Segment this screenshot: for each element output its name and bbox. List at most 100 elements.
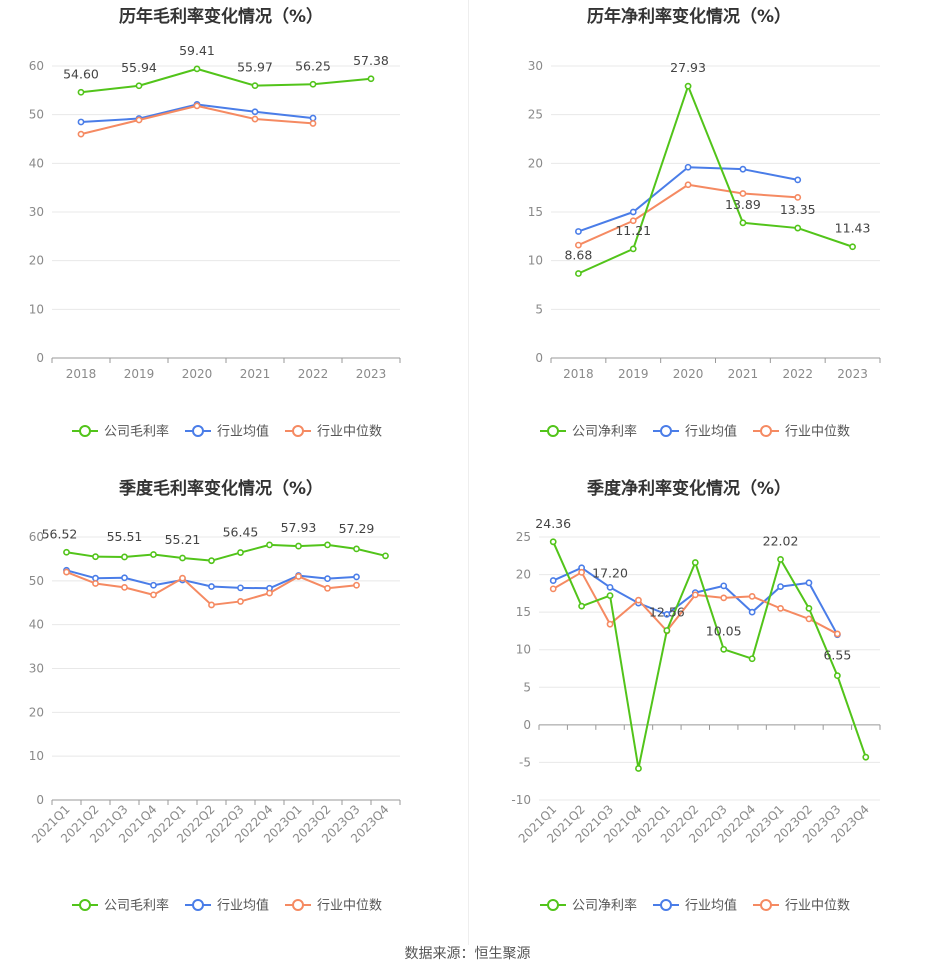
- data-point-company: [684, 82, 692, 90]
- legend-swatch-marker: [660, 899, 672, 911]
- data-point-industry_avg: [150, 581, 157, 589]
- panel-divider: [468, 0, 469, 945]
- data-label: 13.35: [780, 202, 816, 217]
- data-label: 24.36: [535, 516, 571, 531]
- legend-label: 行业中位数: [317, 425, 382, 440]
- data-source-note: 数据来源：恒生聚源: [404, 946, 531, 962]
- data-point-company: [266, 541, 273, 549]
- y-tick-label: 0: [535, 351, 543, 365]
- data-point-industry_median: [748, 592, 756, 600]
- legend-label: 行业中位数: [317, 899, 382, 914]
- legend-swatch-marker: [760, 425, 772, 437]
- annual-net-margin-chart: 历年净利率变化情况（%） 0 5 10 15 20 25 30 2018 2019 2020 2021…: [468, 0, 935, 472]
- data-point-industry_median: [720, 594, 728, 602]
- data-label: 55.21: [165, 532, 201, 547]
- legend-swatch-marker: [547, 899, 559, 911]
- legend-swatch-marker: [292, 425, 304, 437]
- data-label: 12.56: [649, 604, 685, 619]
- data-point-industry_avg: [251, 108, 259, 116]
- x-tick-label: 2020: [182, 367, 213, 381]
- x-tick-label: 2019: [618, 367, 649, 381]
- legend-label: 公司净利率: [572, 424, 637, 440]
- annual-gross-margin-chart: 历年毛利率变化情况（%） 0 10 20 30 40 50 60 2018 2019 2020 202…: [0, 0, 467, 472]
- data-point-industry_median: [237, 598, 244, 605]
- data-point-industry_avg: [805, 579, 813, 587]
- x-tick-label: 2023: [837, 367, 868, 381]
- data-point-company: [367, 75, 375, 83]
- data-point-industry_avg: [720, 582, 728, 590]
- x-tick-label: 2020: [673, 367, 704, 381]
- data-point-company: [237, 549, 244, 556]
- legend-label: 行业中位数: [785, 425, 850, 440]
- y-tick-label: 5: [523, 680, 531, 694]
- legend-swatch-marker: [79, 899, 91, 911]
- y-tick-label: 0: [36, 351, 44, 365]
- data-point-company: [833, 672, 841, 680]
- data-point-company: [635, 765, 642, 772]
- x-tick-label: 2019: [124, 367, 155, 381]
- data-point-company: [92, 553, 99, 561]
- data-point-company: [629, 245, 637, 253]
- quarterly-net-margin-chart: 季度净利率变化情况（%） -10 -5 0 5 10 15 20 25 2021Q1 2021Q2 2…: [468, 472, 935, 944]
- quarterly-gross-margin-chart: 季度毛利率变化情况（%） 0 10 20 30 40 50 60 2021Q1 2021Q2 202…: [0, 472, 467, 944]
- series-line-industry_median: [578, 183, 798, 247]
- data-point-industry_median: [629, 217, 637, 225]
- series-line-industry_median: [552, 571, 838, 635]
- y-tick-label: 60: [29, 530, 44, 544]
- data-label: 17.20: [592, 566, 628, 581]
- quarterly-gross-margin-svg: 季度毛利率变化情况（%）01020304050602021Q12021Q2202…: [29, 478, 401, 914]
- data-point-company: [720, 645, 728, 653]
- data-point-industry_avg: [739, 165, 747, 173]
- data-label: 57.93: [281, 520, 317, 535]
- data-point-industry_median: [777, 604, 784, 612]
- data-label: 55.94: [121, 60, 157, 75]
- legend-swatch-marker: [79, 425, 91, 437]
- chart-title: 历年净利率变化情况（%）: [587, 6, 791, 27]
- data-point-industry_median: [150, 591, 157, 599]
- data-point-industry_avg: [92, 574, 99, 582]
- data-point-industry_median: [266, 589, 273, 597]
- x-tick-label: 2018: [66, 367, 97, 381]
- data-point-company: [739, 219, 747, 227]
- data-label: 11.43: [835, 221, 871, 236]
- data-point-industry_avg: [629, 208, 637, 216]
- data-point-industry_avg: [77, 118, 85, 126]
- data-point-company: [862, 753, 870, 761]
- data-point-company: [794, 224, 802, 232]
- annual-net-margin-svg: 历年净利率变化情况（%） 0 5 10 15 20 25 30 2018 2019 2020 2021…: [528, 6, 881, 440]
- data-label: 54.60: [63, 66, 99, 81]
- data-point-company: [63, 548, 70, 556]
- y-tick-label: 30: [29, 205, 44, 219]
- data-point-company: [353, 545, 360, 553]
- data-point-company: [193, 65, 201, 73]
- data-point-company: [606, 592, 614, 600]
- data-point-industry_median: [92, 580, 99, 587]
- x-tick-label: 2022: [782, 367, 813, 381]
- data-point-industry_median: [549, 585, 557, 593]
- data-point-industry_median: [578, 568, 586, 576]
- y-tick-label: 20: [528, 156, 543, 170]
- data-label: 57.38: [353, 53, 389, 68]
- data-point-industry_median: [794, 193, 802, 201]
- data-point-industry_median: [309, 120, 317, 127]
- data-point-company: [251, 82, 259, 90]
- y-tick-label: 20: [29, 705, 44, 719]
- data-point-industry_median: [739, 190, 747, 197]
- y-tick-label: 30: [29, 662, 44, 676]
- chart-title: 季度毛利率变化情况（%）: [119, 478, 323, 499]
- annual-gross-margin-svg: 历年毛利率变化情况（%） 0 10 20 30 40 50 60 2018 2019 2020 202…: [29, 6, 401, 440]
- data-point-industry_median: [295, 573, 302, 580]
- x-tick-label: 2021: [240, 367, 271, 381]
- y-tick-label: -5: [519, 755, 531, 769]
- legend-label: 公司净利率: [572, 898, 637, 914]
- data-point-industry_avg: [237, 584, 244, 592]
- data-point-company: [150, 551, 157, 558]
- data-point-company: [382, 552, 389, 560]
- data-label: 56.52: [42, 526, 78, 541]
- data-point-industry_median: [251, 115, 259, 123]
- data-point-industry_median: [77, 130, 85, 138]
- data-point-industry_median: [691, 591, 699, 599]
- series-line-company: [552, 541, 867, 770]
- series-line-company: [66, 543, 386, 562]
- data-point-industry_avg: [353, 573, 360, 581]
